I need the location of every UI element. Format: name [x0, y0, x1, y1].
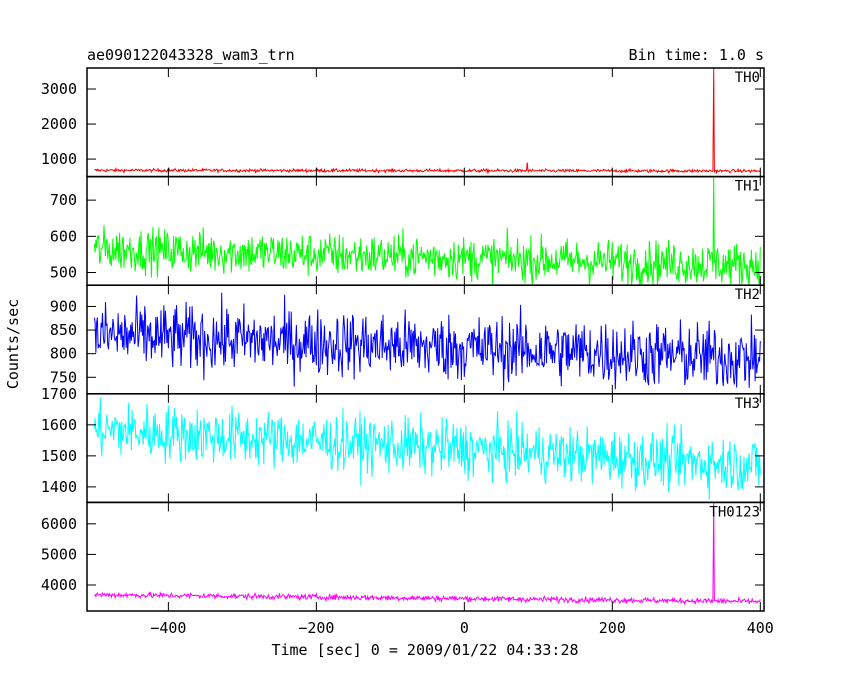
panel-label-th2: TH2 [735, 287, 760, 303]
y-tick-label: 2000 [41, 115, 77, 133]
y-tick-label: 1400 [41, 478, 77, 496]
y-tick-label: 1500 [41, 447, 77, 465]
panel-frame-th1 [86, 175, 765, 286]
y-tick-label: 900 [50, 297, 77, 315]
y-tick-label: 1600 [41, 416, 77, 434]
panel-frame-th0 [86, 67, 765, 178]
y-tick-label: 850 [50, 321, 77, 339]
panel-frame-th0123 [86, 501, 765, 612]
x-tick-label: −200 [298, 619, 334, 637]
y-tick-label: 6000 [41, 515, 77, 533]
y-tick-label: 500 [50, 264, 77, 282]
x-axis-label: Time [sec] 0 = 2009/01/22 04:33:28 [271, 641, 578, 659]
y-tick-label: 800 [50, 345, 77, 363]
y-tick-label: 750 [50, 368, 77, 386]
series-line-th2 [93, 292, 761, 391]
bin-time-label: Bin time: 1.0 s [629, 46, 764, 64]
x-tick-label: 200 [599, 619, 626, 637]
series-line-th3 [93, 397, 761, 500]
x-tick-label: 0 [460, 619, 469, 637]
y-tick-label: 3000 [41, 80, 77, 98]
y-tick-label: 5000 [41, 545, 77, 563]
y-tick-label: 4000 [41, 576, 77, 594]
panel-label-th3: TH3 [735, 396, 760, 412]
series-line-th0123 [94, 502, 761, 606]
y-tick-label: 600 [50, 227, 77, 245]
series-line-th1 [93, 176, 761, 286]
panel-label-th0: TH0 [735, 70, 760, 86]
y-axis-label: Counts/sec [4, 299, 22, 389]
y-tick-label: 700 [50, 191, 77, 209]
chart-title: ae090122043328_wam3_trn [87, 46, 295, 64]
panel-label-th1: TH1 [735, 179, 760, 195]
x-tick-label: −400 [150, 619, 186, 637]
panel-label-th0123: TH0123 [709, 504, 760, 520]
x-tick-label: 400 [747, 619, 774, 637]
y-tick-label: 1000 [41, 150, 77, 168]
y-tick-label: 1700 [41, 385, 77, 403]
panels-group: TH0100020003000TH1500600700TH27508008509… [41, 67, 774, 637]
series-line-th0 [94, 67, 761, 175]
